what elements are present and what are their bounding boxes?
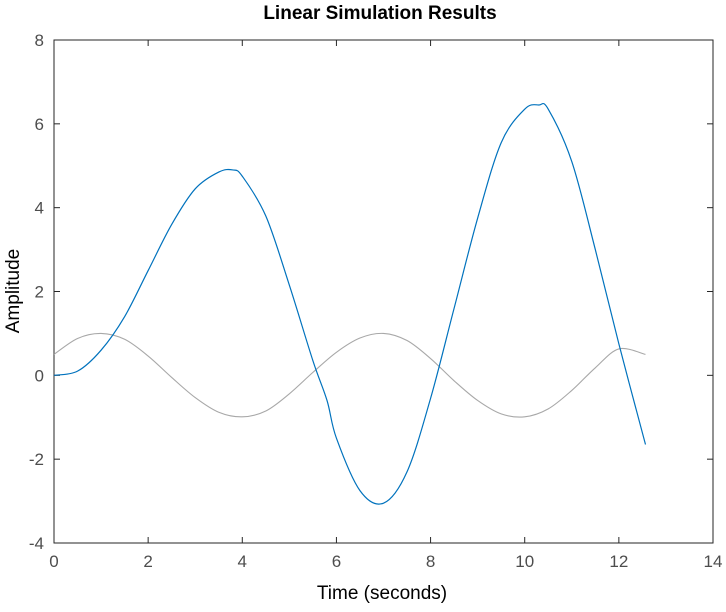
series-line-simulated-response [53, 102, 647, 505]
x-tick-label: 2 [143, 552, 152, 571]
y-tick-label: 4 [35, 199, 44, 218]
axes-box [53, 39, 714, 544]
x-tick-label: 12 [609, 552, 628, 571]
x-tick-label: 10 [515, 552, 534, 571]
y-axis-label: Amplitude [3, 249, 24, 334]
y-tick-label: 6 [35, 115, 44, 134]
x-tick-label: 8 [426, 552, 435, 571]
y-tick-label: -4 [29, 534, 44, 553]
x-tick-label: 6 [332, 552, 341, 571]
chart-title: Linear Simulation Results [263, 3, 496, 24]
y-tick-label: 0 [35, 366, 44, 385]
y-tick-label: -2 [29, 450, 44, 469]
x-axis-label: Time (seconds) [317, 583, 447, 604]
x-tick-label: 4 [238, 552, 247, 571]
x-tick-label: 0 [49, 552, 58, 571]
series-line-input-signal [53, 332, 646, 418]
y-tick-label: 2 [35, 283, 44, 302]
plot-area: 0 2 4 6 8 10 12 14 -4 -2 0 2 4 6 8 [29, 31, 723, 571]
x-tick-label: 14 [704, 552, 723, 571]
y-tick-label: 8 [35, 31, 44, 50]
